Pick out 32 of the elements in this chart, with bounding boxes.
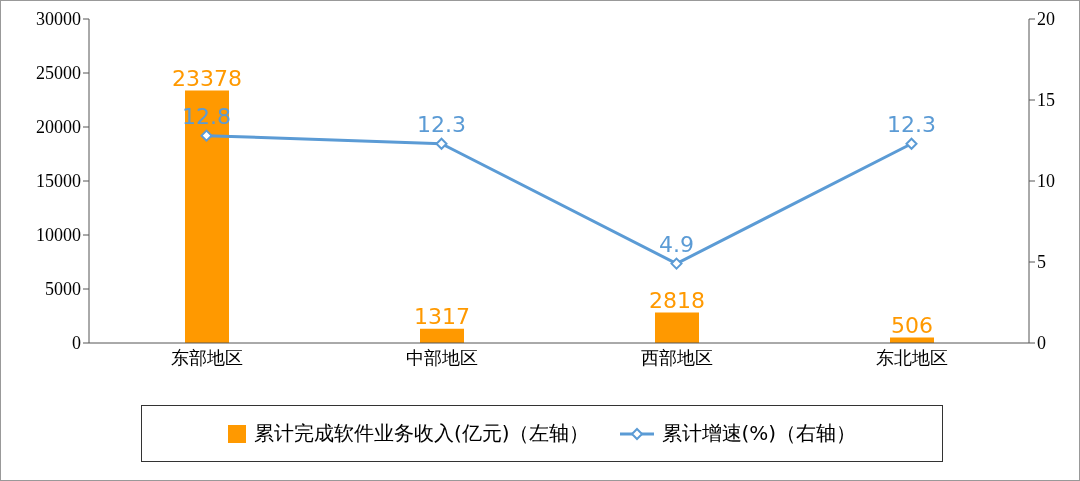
y2-tick-label: 20 [1037,9,1055,30]
point [200,129,213,142]
point [435,137,448,150]
y2-tick-label: 0 [1037,333,1046,354]
data-label: 1317 [414,303,470,329]
data-label: 12.3 [887,111,936,137]
y2-tick-label: 10 [1037,171,1055,192]
legend-label: 累计完成软件业务收入(亿元)（左轴） [253,420,590,447]
data-label: 12.3 [417,111,466,137]
y-tick-label: 30000 [36,9,81,30]
point [905,137,918,150]
y-tick-label: 5000 [45,279,81,300]
bar [185,90,229,343]
data-label: 4.9 [659,231,694,257]
legend-label: 累计增速(%)（右轴） [661,420,857,447]
y-tick-label: 0 [72,333,81,354]
data-label: 506 [891,312,933,338]
data-label: 23378 [172,65,242,91]
x-tick-label: 东部地区 [170,346,243,368]
x-tick-label: 中部地区 [405,346,478,368]
y-tick-label: 10000 [36,225,81,246]
y2-tick-label: 5 [1037,252,1046,273]
point [670,257,683,270]
bar [655,312,699,343]
bar [420,328,464,343]
x-tick-label: 西部地区 [640,346,713,368]
x-tick-label: 东北地区 [875,346,948,368]
y-tick-label: 15000 [36,171,81,192]
y-tick-label: 20000 [36,117,81,138]
data-label: 2818 [649,287,705,313]
y2-tick-label: 15 [1037,90,1055,111]
y-tick-label: 25000 [36,63,81,84]
